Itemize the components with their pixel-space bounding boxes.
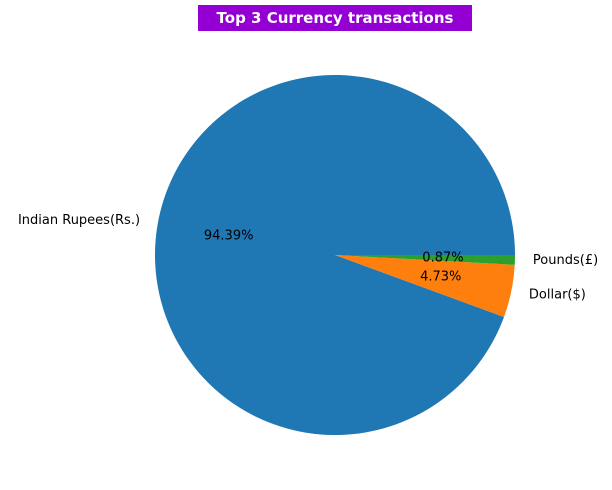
slice-percent-dollar: 4.73% [420,269,461,284]
slice-percent-pounds: 0.87% [422,250,463,265]
slice-label-dollar: Dollar($) [529,287,586,302]
pie-slices [154,75,515,436]
chart-title: Top 3 Currency transactions [198,5,472,31]
pie-slice-indian-rupees-rs [154,75,515,436]
pie-slice-dollar [335,255,515,318]
chart-title-background [198,5,472,31]
slice-label-pounds: Pounds(£) [533,253,598,268]
chart-title-text: Top 3 Currency transactions [217,9,454,27]
slice-label-indian-rupees-rs: Indian Rupees(Rs.) [18,213,140,228]
slice-percent-indian-rupees-rs: 94.39% [204,229,254,244]
pie-labels: Indian Rupees(Rs.) 94.39% Dollar($) 4.73% Po… [18,213,598,303]
pie-slice-pounds [335,255,515,265]
